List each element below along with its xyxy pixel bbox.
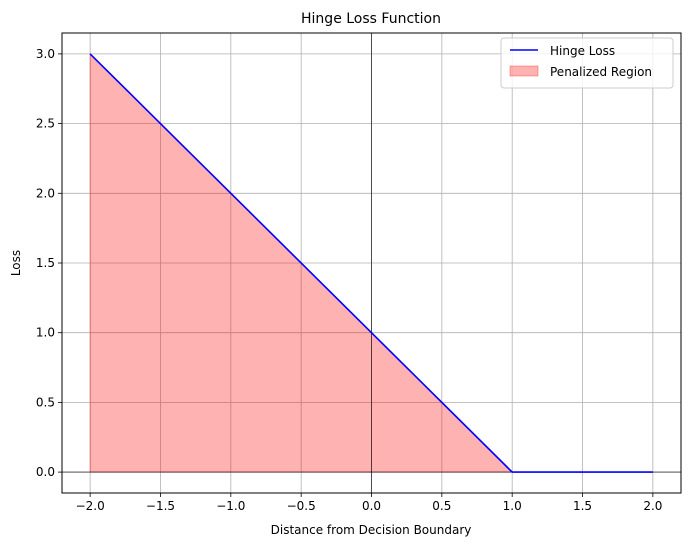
legend: Hinge Loss Penalized Region (500, 37, 674, 89)
legend-label-penalized-region: Penalized Region (550, 65, 652, 79)
legend-box (500, 37, 674, 89)
y-axis-label: Loss (9, 250, 23, 276)
x-tick-label: 0.5 (432, 499, 451, 513)
x-axis-label: Distance from Decision Boundary (271, 523, 472, 537)
x-axis-ticks: −2.0 −1.5 −1.0 −0.5 0.0 0.5 1.0 1.5 2.0 (76, 493, 662, 513)
x-tick-label: −1.0 (216, 499, 245, 513)
x-tick-label: −1.5 (146, 499, 175, 513)
y-tick-label: 1.5 (36, 256, 55, 270)
y-tick-label: 1.0 (36, 326, 55, 340)
y-tick-label: 2.5 (36, 117, 55, 131)
x-tick-label: 2.0 (643, 499, 662, 513)
x-tick-label: −2.0 (76, 499, 105, 513)
x-tick-label: 0.0 (362, 499, 381, 513)
chart-title: Hinge Loss Function (301, 11, 441, 27)
line-layer (89, 53, 653, 473)
x-tick-label: −0.5 (287, 499, 316, 513)
hinge-loss-line (89, 53, 653, 473)
y-axis-ticks: 0.0 0.5 1.0 1.5 2.0 2.5 3.0 (36, 47, 62, 479)
x-tick-label: 1.5 (573, 499, 592, 513)
y-tick-label: 0.5 (36, 395, 55, 409)
y-tick-label: 3.0 (36, 47, 55, 61)
y-tick-label: 0.0 (36, 465, 55, 479)
y-tick-label: 2.0 (36, 186, 55, 200)
x-tick-label: 1.0 (503, 499, 522, 513)
legend-swatch-penalized-region (509, 65, 539, 77)
legend-label-hinge-loss: Hinge Loss (550, 44, 615, 58)
